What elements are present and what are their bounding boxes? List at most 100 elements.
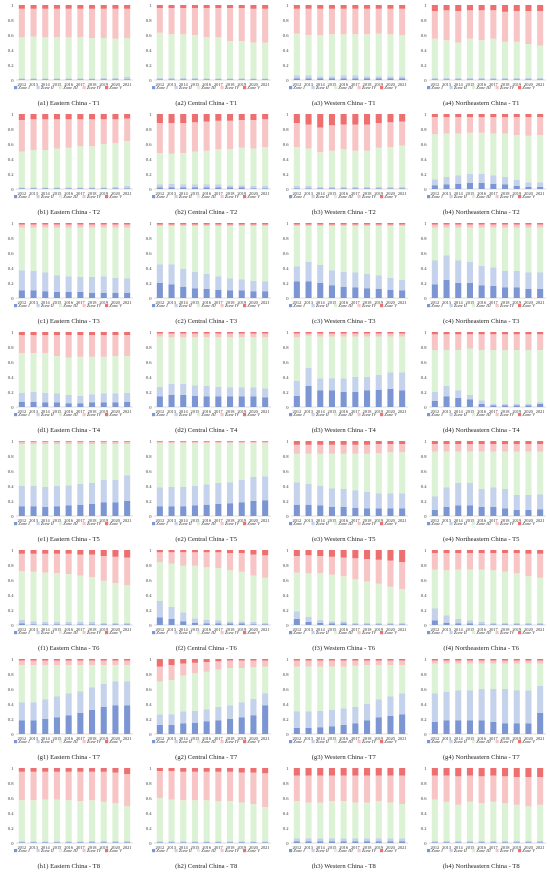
bar-segment — [100, 556, 107, 581]
bar-segment — [238, 337, 245, 388]
bar-segment — [454, 840, 461, 843]
bar-segment — [191, 5, 198, 8]
bar-segment — [305, 335, 312, 368]
legend-label: Zone II — [41, 630, 54, 635]
y-tick-label: 0 — [424, 187, 427, 192]
bar-segment — [261, 441, 268, 442]
bar-segment — [340, 223, 347, 225]
bar-segment — [42, 768, 49, 772]
x-tick-label: 2013 — [29, 736, 39, 741]
bar-segment — [18, 841, 25, 843]
x-tick-label: 2014 — [41, 518, 51, 523]
bar-segment — [399, 336, 406, 373]
x-tick-label: 2013 — [29, 627, 39, 632]
bar-segment — [261, 624, 268, 625]
bar-segment — [536, 272, 543, 289]
bar-segment — [30, 119, 37, 150]
bar-segment — [168, 441, 175, 442]
bar-segment — [513, 659, 520, 661]
y-tick-label: 0.6 — [145, 687, 151, 692]
chart-title: (c1) Eastern China - T3 — [37, 318, 100, 325]
bar-segment — [466, 505, 473, 516]
bar-segment — [18, 800, 25, 842]
bar-segment — [328, 660, 335, 667]
bar-segment — [203, 842, 210, 843]
bar-segment — [100, 840, 107, 843]
y-tick-label: 0.2 — [145, 826, 151, 831]
bar-segment — [100, 502, 107, 516]
bar-segment — [65, 403, 72, 407]
bar-segment — [352, 224, 359, 226]
bar-segment — [203, 184, 210, 188]
bar-segment — [443, 570, 450, 616]
bar-segment — [305, 332, 312, 334]
bar-segment — [30, 188, 37, 189]
bar-segment — [501, 227, 508, 271]
bar-segment — [489, 117, 496, 134]
bar-segment — [466, 79, 473, 80]
y-tick-label: 0.4 — [145, 484, 151, 489]
x-tick-label: 2015 — [465, 300, 475, 305]
y-tick-label: 0 — [11, 187, 14, 192]
bar-segment — [375, 622, 382, 625]
bar-segment — [100, 665, 107, 684]
chart-panel: 0 0.2 0.4 0.6 0.8 1 2012 2013 2014 2015 2016 2017 20… — [0, 218, 138, 327]
bar-segment — [42, 486, 49, 507]
x-tick-label: 2017 — [351, 300, 361, 305]
bar-segment — [156, 184, 163, 188]
bar-segment — [293, 504, 300, 516]
bar-segment — [249, 188, 256, 189]
x-tick-label: 2018 — [500, 82, 510, 87]
bar-segment — [30, 441, 37, 444]
x-tick-label: 2016 — [202, 409, 212, 414]
bar-segment — [100, 335, 107, 357]
x-tick-label: 2019 — [512, 845, 522, 850]
bar-segment — [156, 725, 163, 734]
bar-segment — [214, 443, 221, 483]
bar-segment — [387, 122, 394, 147]
legend-swatch — [334, 849, 338, 853]
bar-segment — [261, 223, 268, 225]
bar-segment — [524, 510, 531, 516]
y-tick-label: 0.4 — [283, 375, 289, 380]
y-tick-label: 0.8 — [420, 127, 426, 132]
bar-segment — [524, 840, 531, 843]
bar-segment — [399, 508, 406, 516]
y-tick-label: 0.6 — [283, 251, 289, 256]
x-tick-label: 2020 — [111, 409, 121, 414]
bar-segment — [203, 8, 210, 38]
x-tick-label: 2020 — [111, 300, 121, 305]
x-tick-label: 2019 — [374, 82, 384, 87]
bar-segment — [364, 274, 371, 289]
bar-segment — [399, 223, 406, 225]
bar-segment — [317, 390, 324, 407]
bar-segment — [214, 79, 221, 80]
legend-label: Zone I — [18, 630, 30, 635]
bar-segment — [191, 565, 198, 619]
bar-segment — [179, 286, 186, 298]
bar-segment — [328, 34, 335, 77]
bar-segment — [30, 768, 37, 772]
bar-segment — [399, 665, 406, 694]
legend-swatch — [380, 849, 384, 853]
bar-segment — [238, 660, 245, 668]
bar-segment — [431, 569, 438, 609]
bar-segment — [536, 441, 543, 444]
bar-segment — [399, 452, 406, 494]
chart-title: (f2) Central China - T6 — [175, 645, 237, 652]
legend-swatch — [449, 413, 453, 417]
bar-segment — [238, 443, 245, 480]
y-tick-label: 0.2 — [8, 63, 14, 68]
x-tick-label: 2020 — [111, 191, 121, 196]
bar-segment — [466, 444, 473, 452]
bar-segment — [53, 292, 60, 298]
bar-segment — [340, 114, 347, 125]
legend-label: Zone II — [41, 739, 54, 744]
bar-segment — [124, 5, 131, 9]
bar-segment — [203, 659, 210, 662]
legend-label: Zone III — [63, 412, 78, 417]
legend-label: Zone III — [476, 521, 491, 526]
legend-swatch — [449, 195, 453, 199]
bar-segment — [466, 553, 473, 570]
